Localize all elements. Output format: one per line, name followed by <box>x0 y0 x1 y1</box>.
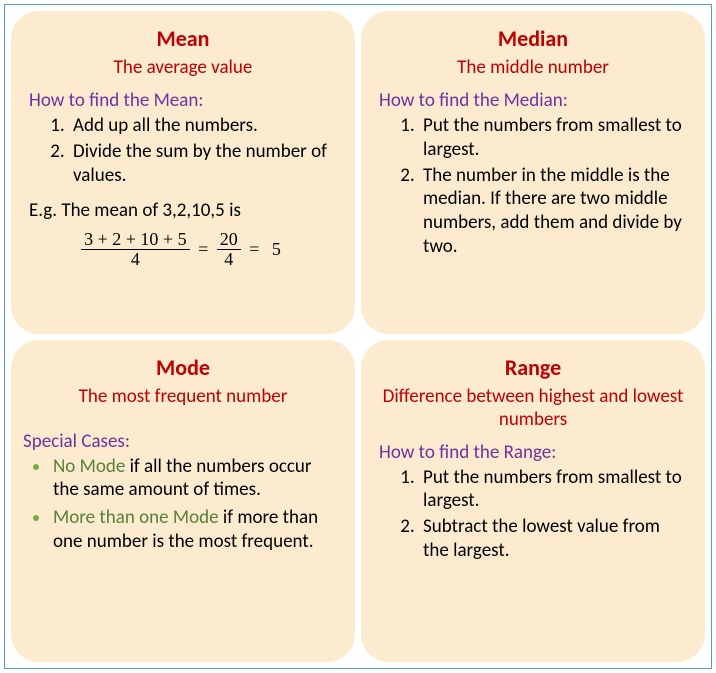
card-median: Median The middle number How to find the… <box>361 11 705 334</box>
card-grid: Mean The average value How to find the M… <box>11 11 705 662</box>
card-title: Mode <box>29 354 337 381</box>
denominator: 4 <box>217 250 241 269</box>
equals-sign: = <box>194 239 212 260</box>
card-range: Range Difference between highest and low… <box>361 340 705 663</box>
step-item: Divide the sum by the number of values. <box>69 140 337 188</box>
bullets-list: No Mode if all the numbers occur the sam… <box>29 455 337 558</box>
spacer <box>29 418 337 430</box>
card-mean: Mean The average value How to find the M… <box>11 11 355 334</box>
step-item: Put the numbers from smallest to largest… <box>419 114 687 162</box>
step-item: Subtract the lowest value from the large… <box>419 515 687 563</box>
howto-heading: How to find the Mean: <box>29 89 337 112</box>
card-subtitle: The average value <box>29 56 337 79</box>
numerator: 3 + 2 + 10 + 5 <box>81 230 189 250</box>
howto-heading: How to find the Range: <box>379 441 687 464</box>
card-title: Range <box>379 354 687 381</box>
bullet-item: No Mode if all the numbers occur the sam… <box>51 455 337 503</box>
card-subtitle: The middle number <box>379 56 687 79</box>
steps-list: Add up all the numbers. Divide the sum b… <box>29 114 337 189</box>
infographic-container: Mean The average value How to find the M… <box>4 4 712 669</box>
card-subtitle: Difference between highest and lowest nu… <box>379 385 687 431</box>
steps-list: Put the numbers from smallest to largest… <box>379 466 687 565</box>
fraction: 20 4 <box>217 230 241 269</box>
math-expression: 3 + 2 + 10 + 5 4 = 20 4 = 5 <box>29 230 337 269</box>
bullet-item: More than one Mode if more than one numb… <box>51 506 337 554</box>
step-item: Put the numbers from smallest to largest… <box>419 466 687 514</box>
card-title: Mean <box>29 25 337 52</box>
denominator: 4 <box>81 250 189 269</box>
card-title: Median <box>379 25 687 52</box>
step-item: The number in the middle is the median. … <box>419 164 687 259</box>
example-text: E.g. The mean of 3,2,10,5 is <box>29 199 337 222</box>
steps-list: Put the numbers from smallest to largest… <box>379 114 687 261</box>
special-cases-heading: Special Cases: <box>23 430 337 453</box>
bullet-lead: No Mode <box>53 455 125 478</box>
equals-sign: = <box>245 239 263 260</box>
howto-heading: How to find the Median: <box>379 89 687 112</box>
card-subtitle: The most frequent number <box>29 385 337 408</box>
card-mode: Mode The most frequent number Special Ca… <box>11 340 355 663</box>
bullet-lead: More than one Mode <box>53 506 219 529</box>
fraction: 3 + 2 + 10 + 5 4 <box>81 230 189 269</box>
result-value: 5 <box>268 239 285 260</box>
step-item: Add up all the numbers. <box>69 114 337 138</box>
numerator: 20 <box>217 230 241 250</box>
